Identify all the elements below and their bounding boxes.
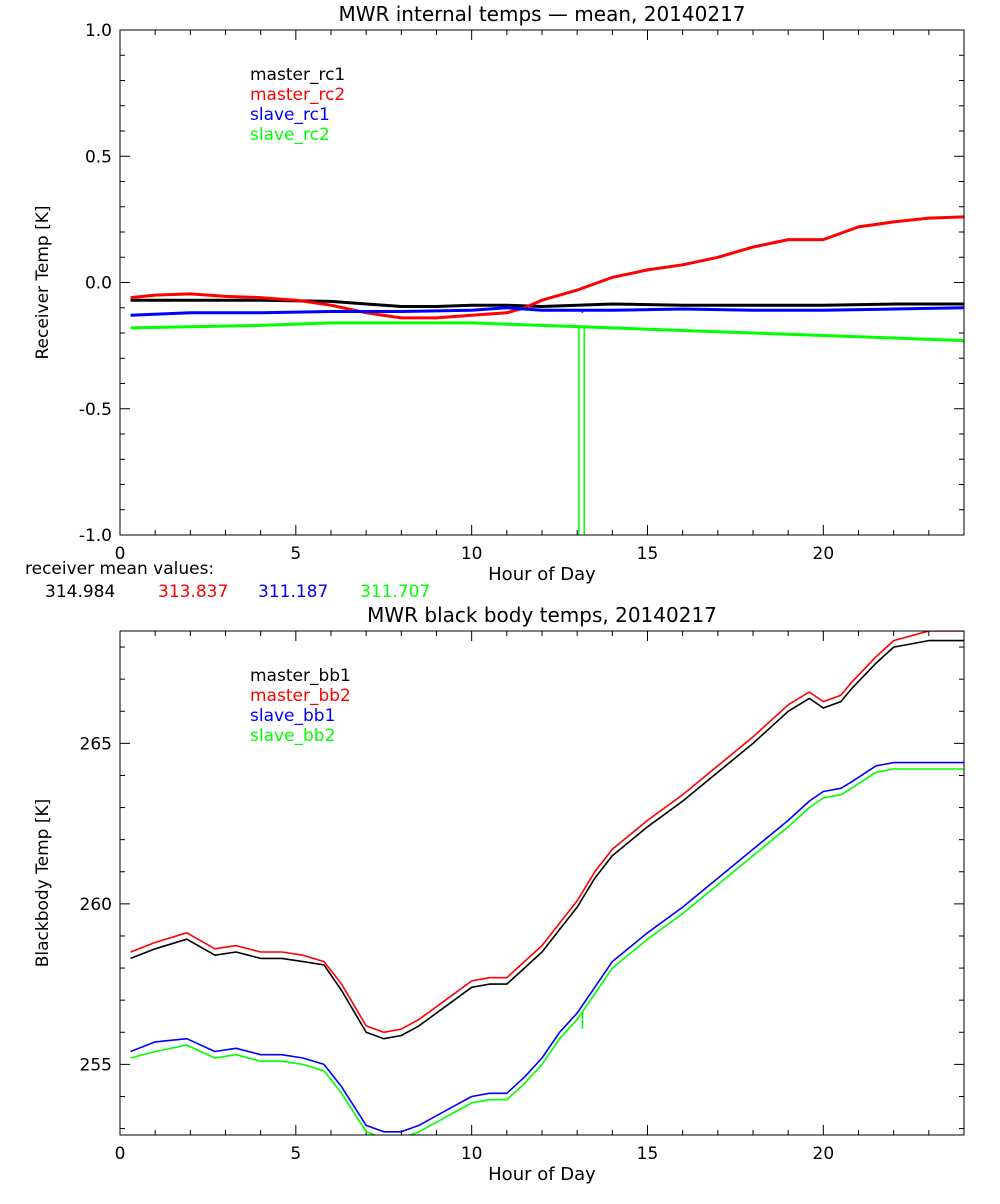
receiver-mean-values: receiver mean values: 314.984 313.837 311.1…: [25, 559, 430, 602]
blackbody-x-tick-label: 15: [637, 1144, 659, 1164]
receiver-legend-master_rc1: master_rc1: [250, 65, 345, 85]
receiver-x-axis-label: Hour of Day: [488, 564, 596, 585]
receiver-y-tick-label: 0.5: [85, 147, 112, 167]
blackbody-series-slave_bb2: [130, 768, 964, 1135]
receiver-y-axis-label: Receiver Temp [K]: [33, 205, 53, 359]
receiver-mean-value: 311.707: [360, 582, 430, 602]
receiver-legend-master_rc2: master_rc2: [250, 85, 345, 105]
receiver-y-tick-label: -0.5: [79, 400, 112, 420]
blackbody-series-master_bb1: [130, 639, 964, 1040]
blackbody-x-tick-label: 10: [461, 1144, 483, 1164]
receiver-series-master_rc1: [130, 298, 964, 308]
receiver-y-tick-label: 1.0: [85, 21, 112, 41]
blackbody-legend-slave_bb1: slave_bb1: [250, 706, 335, 726]
blackbody-x-axis-label: Hour of Day: [488, 1164, 596, 1185]
blackbody-plot-frame: [119, 630, 965, 1136]
receiver-title: MWR internal temps — mean, 20140217: [338, 2, 745, 26]
receiver-x-tick-label: 0: [115, 544, 126, 564]
blackbody-series-group: [130, 631, 964, 1135]
blackbody-x-tick-label: 0: [115, 1144, 126, 1164]
receiver-series-master_rc2: [130, 215, 964, 320]
receiver-y-tick-label: 0.0: [85, 274, 112, 294]
blackbody-y-tick-label: 265: [80, 734, 112, 754]
blackbody-panel: MWR black body temps, 20140217 Hour of Da…: [33, 603, 965, 1185]
blackbody-legend-master_bb2: master_bb2: [250, 686, 351, 706]
blackbody-legend-slave_bb2: slave_bb2: [250, 726, 335, 746]
blackbody-y-tick-label: 260: [80, 895, 112, 915]
blackbody-x-tick-label: 5: [290, 1144, 301, 1164]
receiver-plot-frame: [119, 29, 965, 536]
receiver-panel: MWR internal temps — mean, 20140217 Hour …: [33, 2, 965, 585]
receiver-legend-slave_rc1: slave_rc1: [250, 105, 330, 125]
receiver-x-tick-label: 10: [461, 544, 483, 564]
receiver-y-tick-label: -1.0: [79, 526, 112, 546]
receiver-x-tick-label: 15: [637, 544, 659, 564]
receiver-mean-value: 314.984: [45, 582, 115, 602]
blackbody-x-tick-label: 20: [813, 1144, 835, 1164]
blackbody-y-axis-label: Blackbody Temp [K]: [33, 799, 53, 968]
receiver-legend-slave_rc2: slave_rc2: [250, 125, 330, 145]
receiver-series-slave_rc2: [130, 321, 964, 343]
receiver-series-slave_rc1: [130, 306, 964, 317]
blackbody-series-slave_bb1: [130, 761, 964, 1133]
receiver-mean-label: receiver mean values:: [25, 559, 214, 579]
blackbody-series-master_bb2: [130, 631, 964, 1034]
receiver-mean-value: 313.837: [158, 582, 228, 602]
blackbody-y-tick-label: 255: [80, 1055, 112, 1075]
receiver-x-tick-label: 5: [290, 544, 301, 564]
receiver-x-tick-label: 20: [813, 544, 835, 564]
receiver-mean-value: 311.187: [258, 582, 328, 602]
blackbody-legend-master_bb1: master_bb1: [250, 666, 351, 686]
receiver-series-group: [130, 215, 964, 535]
blackbody-title: MWR black body temps, 20140217: [367, 603, 717, 627]
